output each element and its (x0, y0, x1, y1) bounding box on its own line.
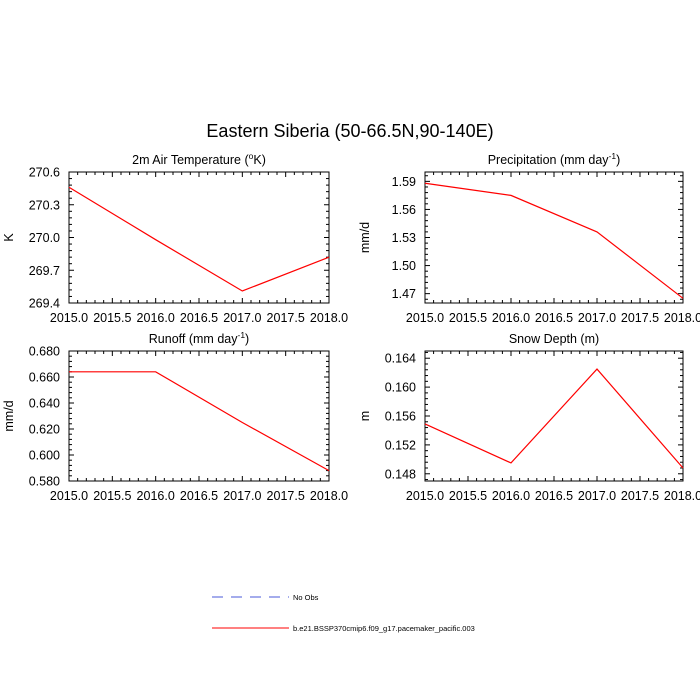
y-tick-label: 0.680 (29, 345, 60, 359)
y-tick-label: 269.7 (29, 264, 60, 278)
y-axis-label: mm/d (358, 222, 372, 253)
plot-frame (68, 171, 330, 304)
legend-item-1: No Obs (212, 593, 319, 602)
x-tick-label: 2018.0 (664, 311, 700, 325)
y-tick-label: 1.50 (392, 259, 416, 273)
x-tick-label: 2016.0 (137, 489, 175, 503)
y-tick-label: 0.620 (29, 423, 60, 437)
panel-title-main: 2m Air Temperature ( (132, 153, 249, 167)
y-axis-label: mm/d (2, 400, 16, 431)
x-tick-label: 2018.0 (664, 489, 700, 503)
panel-title-sup: -1 (609, 151, 617, 161)
panel-title: Precipitation (mm day-1) (488, 151, 621, 167)
panel-title-tail: ) (245, 332, 249, 346)
y-axis-label: K (2, 233, 16, 242)
y-tick-label: 1.56 (392, 203, 416, 217)
y-tick-label: 269.4 (29, 297, 60, 311)
y-tick-label: 0.160 (385, 381, 416, 395)
x-tick-label: 2017.0 (223, 489, 261, 503)
y-tick-label: 270.6 (29, 166, 60, 180)
panel-title-main: Snow Depth (m) (509, 332, 599, 346)
figure-title: Eastern Siberia (50-66.5N,90-140E) (206, 121, 493, 141)
y-tick-label: 0.152 (385, 438, 416, 452)
x-tick-label: 2015.5 (93, 489, 131, 503)
x-tick-label: 2015.0 (50, 489, 88, 503)
panel-title-tail: K) (253, 153, 266, 167)
panel-1: 2m Air Temperature (oK) K 2015.0 2015.5 2016… (2, 151, 348, 325)
panel-4: Snow Depth (m) m 2015.0 2015.5 2016.0 2016.5 2… (358, 332, 700, 503)
panel-title-main: Precipitation (mm day (488, 153, 610, 167)
series-line-1 (424, 182, 684, 299)
y-tick-label: 1.53 (392, 231, 416, 245)
x-tick-label: 2018.0 (310, 489, 348, 503)
panel-title: Snow Depth (m) (509, 332, 599, 346)
panels-group: 2m Air Temperature (oK) K 2015.0 2015.5 2016… (2, 151, 700, 503)
legend: No Obs b.e21.BSSP370cmip6.f09_g17.pacemak… (212, 593, 475, 633)
panel-title: 2m Air Temperature (oK) (132, 151, 266, 167)
x-tick-label: 2017.5 (267, 311, 305, 325)
x-tick-label: 2017.0 (223, 311, 261, 325)
y-tick-label: 0.640 (29, 397, 60, 411)
x-tick-label: 2017.0 (578, 489, 616, 503)
x-tick-label: 2015.0 (406, 489, 444, 503)
y-tick-label: 0.600 (29, 449, 60, 463)
x-tick-label: 2017.5 (621, 311, 659, 325)
y-tick-label: 270.0 (29, 231, 60, 245)
y-tick-label: 0.156 (385, 410, 416, 424)
y-tick-label: 0.580 (29, 475, 60, 489)
legend-item-2: b.e21.BSSP370cmip6.f09_g17.pacemaker_pac… (212, 624, 475, 633)
y-tick-label: 0.148 (385, 467, 416, 481)
panel-title-tail: ) (616, 153, 620, 167)
x-tick-label: 2015.0 (50, 311, 88, 325)
plot-frame (68, 350, 330, 482)
x-tick-label: 2015.5 (449, 311, 487, 325)
y-tick-label: 0.164 (385, 352, 416, 366)
y-tick-label: 270.3 (29, 198, 60, 212)
x-tick-label: 2016.5 (180, 311, 218, 325)
panel-2: Precipitation (mm day-1) mm/d 2015.0 2015.5… (358, 151, 700, 325)
x-tick-label: 2018.0 (310, 311, 348, 325)
panel-3: Runoff (mm day-1) mm/d 2015.0 2015.5 2016.0 2… (2, 330, 348, 503)
y-axis-label: m (358, 411, 372, 421)
x-tick-label: 2015.0 (406, 311, 444, 325)
series-line-1 (68, 186, 330, 292)
x-tick-label: 2016.0 (492, 311, 530, 325)
x-tick-label: 2016.0 (492, 489, 530, 503)
series-line-1 (424, 368, 684, 469)
plot-frame (424, 171, 684, 304)
panel-title-sup: o (249, 151, 254, 161)
panel-title-sup: -1 (237, 330, 245, 340)
x-tick-label: 2016.5 (535, 311, 573, 325)
y-tick-label: 1.59 (392, 175, 416, 189)
legend-label: No Obs (293, 593, 319, 602)
x-tick-label: 2015.5 (93, 311, 131, 325)
x-tick-label: 2016.0 (137, 311, 175, 325)
x-tick-label: 2016.5 (180, 489, 218, 503)
panel-title-main: Runoff (mm day (149, 332, 238, 346)
y-tick-label: 1.47 (392, 287, 416, 301)
y-tick-label: 0.660 (29, 371, 60, 385)
x-tick-label: 2017.5 (267, 489, 305, 503)
x-tick-label: 2016.5 (535, 489, 573, 503)
panel-title: Runoff (mm day-1) (149, 330, 249, 346)
x-tick-label: 2015.5 (449, 489, 487, 503)
legend-label: b.e21.BSSP370cmip6.f09_g17.pacemaker_pac… (293, 624, 475, 633)
x-tick-label: 2017.0 (578, 311, 616, 325)
series-line-1 (69, 371, 330, 472)
x-tick-label: 2017.5 (621, 489, 659, 503)
